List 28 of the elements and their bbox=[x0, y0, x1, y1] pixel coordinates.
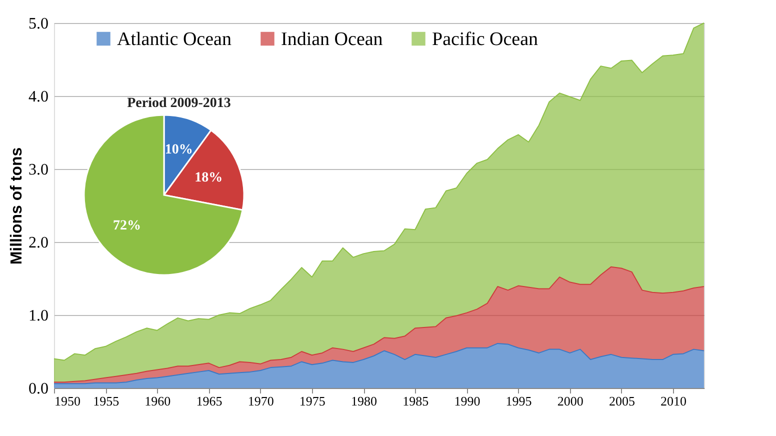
x-tick-label: 1985 bbox=[402, 394, 429, 408]
legend-label: Indian Ocean bbox=[281, 28, 384, 50]
y-tick-label: 0.0 bbox=[28, 380, 48, 398]
data-label: 18% bbox=[194, 170, 223, 186]
x-tick-label: 2005 bbox=[608, 394, 635, 408]
data-label: 72% bbox=[113, 218, 142, 234]
x-tick-label: 2010 bbox=[660, 394, 687, 408]
legend-label: Atlantic Ocean bbox=[117, 28, 232, 50]
x-tick-label: 1965 bbox=[196, 394, 222, 408]
x-tick-label: 1995 bbox=[506, 394, 532, 408]
y-tick-label: 4.0 bbox=[28, 88, 48, 106]
chart-title: Period 2009-2013 bbox=[127, 96, 231, 111]
x-tick-label: 1960 bbox=[144, 394, 171, 408]
pie-slice bbox=[83, 114, 244, 276]
x-tick-label: 1990 bbox=[454, 394, 480, 408]
legend-label: Pacific Ocean bbox=[432, 28, 539, 50]
x-tick-label: 1975 bbox=[299, 394, 326, 408]
y-tick-label: 3.0 bbox=[28, 162, 48, 178]
x-tick-label: 1980 bbox=[351, 394, 378, 408]
x-tick-label: 1955 bbox=[93, 394, 120, 408]
x-tick-label: 1950 bbox=[54, 394, 80, 408]
y-tick-label: 2.0 bbox=[28, 234, 48, 252]
x-tick-label: 1970 bbox=[248, 394, 274, 408]
y-tick-label: 5.0 bbox=[28, 16, 48, 32]
y-tick-label: 1.0 bbox=[28, 308, 48, 324]
x-tick-label: 2000 bbox=[557, 394, 584, 408]
y-axis-title: Millions of tons bbox=[8, 147, 26, 265]
data-label: 10% bbox=[164, 142, 193, 158]
